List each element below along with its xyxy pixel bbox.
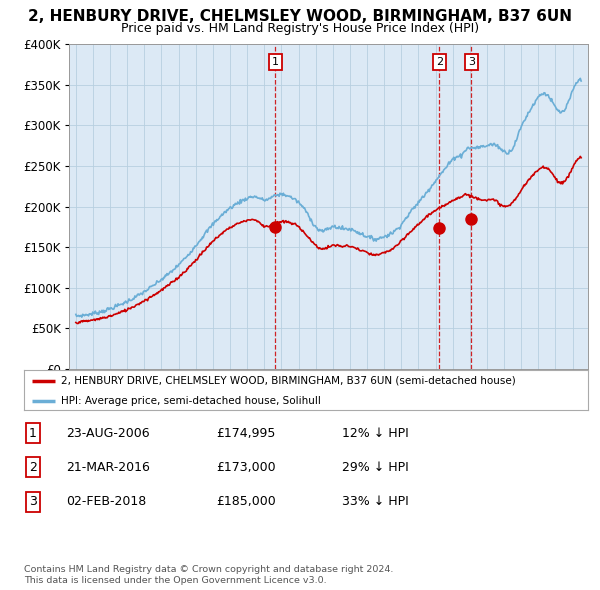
Text: 12% ↓ HPI: 12% ↓ HPI [342, 427, 409, 440]
Text: 2: 2 [29, 461, 37, 474]
Text: 2: 2 [436, 57, 443, 67]
Text: 1: 1 [272, 57, 279, 67]
Text: HPI: Average price, semi-detached house, Solihull: HPI: Average price, semi-detached house,… [61, 396, 320, 407]
Text: 29% ↓ HPI: 29% ↓ HPI [342, 461, 409, 474]
Text: This data is licensed under the Open Government Licence v3.0.: This data is licensed under the Open Gov… [24, 576, 326, 585]
Text: £173,000: £173,000 [216, 461, 275, 474]
Text: 33% ↓ HPI: 33% ↓ HPI [342, 495, 409, 508]
Text: Price paid vs. HM Land Registry's House Price Index (HPI): Price paid vs. HM Land Registry's House … [121, 22, 479, 35]
Text: 2, HENBURY DRIVE, CHELMSLEY WOOD, BIRMINGHAM, B37 6UN (semi-detached house): 2, HENBURY DRIVE, CHELMSLEY WOOD, BIRMIN… [61, 376, 515, 386]
Text: 23-AUG-2006: 23-AUG-2006 [66, 427, 149, 440]
Text: 21-MAR-2016: 21-MAR-2016 [66, 461, 150, 474]
Text: 02-FEB-2018: 02-FEB-2018 [66, 495, 146, 508]
Text: £174,995: £174,995 [216, 427, 275, 440]
Text: £185,000: £185,000 [216, 495, 276, 508]
Text: 3: 3 [29, 495, 37, 508]
Text: 1: 1 [29, 427, 37, 440]
Text: Contains HM Land Registry data © Crown copyright and database right 2024.: Contains HM Land Registry data © Crown c… [24, 565, 394, 574]
Text: 2, HENBURY DRIVE, CHELMSLEY WOOD, BIRMINGHAM, B37 6UN: 2, HENBURY DRIVE, CHELMSLEY WOOD, BIRMIN… [28, 9, 572, 24]
Text: 3: 3 [468, 57, 475, 67]
